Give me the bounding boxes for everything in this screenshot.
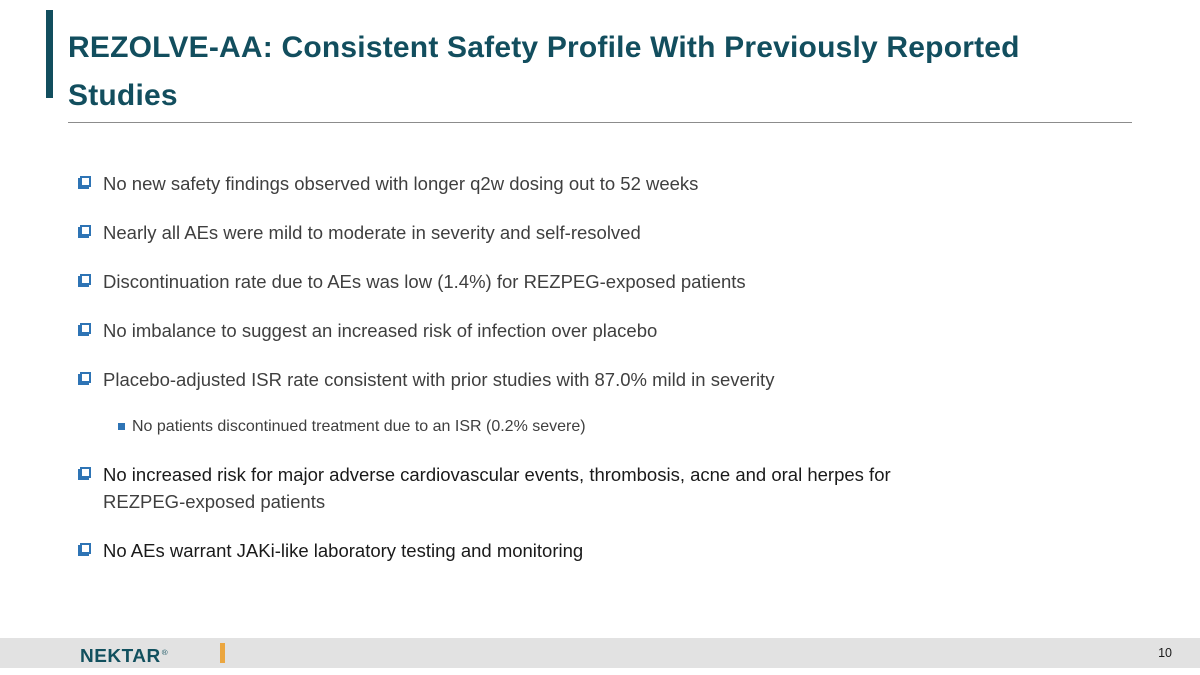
checkbox-bullet-icon: [80, 274, 91, 285]
nektar-logo-text: NEKTAR: [80, 646, 161, 667]
page-title: REZOLVE-AA: Consistent Safety Profile Wi…: [68, 24, 1138, 120]
footer-band: NEKTAR® 10: [0, 638, 1200, 668]
checkbox-bullet-icon: [80, 372, 91, 383]
bullet-text: No increased risk for major adverse card…: [103, 464, 891, 485]
page-number: 10: [1158, 646, 1172, 660]
bullet-item: No new safety findings observed with lon…: [78, 170, 1068, 197]
bullet-text: No patients discontinued treatment due t…: [132, 418, 586, 435]
bullet-text: No AEs warrant JAKi-like laboratory test…: [103, 540, 584, 561]
checkbox-bullet-icon: [80, 176, 91, 187]
checkbox-bullet-icon: [80, 543, 91, 554]
sub-bullet-item: No patients discontinued treatment due t…: [118, 415, 1068, 439]
bullet-item: Nearly all AEs were mild to moderate in …: [78, 219, 1068, 246]
bullet-item: No imbalance to suggest an increased ris…: [78, 317, 1068, 344]
checkbox-bullet-icon: [80, 323, 91, 334]
title-divider: [68, 122, 1132, 123]
bullet-item: Discontinuation rate due to AEs was low …: [78, 268, 1068, 295]
bullet-item: No increased risk for major adverse card…: [78, 461, 1068, 515]
checkbox-bullet-icon: [80, 225, 91, 236]
nektar-logo: NEKTAR®: [80, 644, 168, 667]
title-accent-bar: [46, 10, 53, 98]
footer-divider-bar: [220, 643, 225, 663]
bullet-text: No new safety findings observed with lon…: [103, 173, 699, 194]
page-title-line-1: REZOLVE-AA: Consistent Safety Profile Wi…: [68, 31, 1020, 64]
bullet-text: Nearly all AEs were mild to moderate in …: [103, 222, 641, 243]
bullet-text: Placebo-adjusted ISR rate consistent wit…: [103, 369, 775, 390]
bullet-item: Placebo-adjusted ISR rate consistent wit…: [78, 366, 1068, 393]
bullet-item: No AEs warrant JAKi-like laboratory test…: [78, 537, 1068, 564]
bullet-text: REZPEG-exposed patients: [103, 491, 326, 512]
registered-trademark-icon: ®: [161, 648, 169, 657]
bullet-text: Discontinuation rate due to AEs was low …: [103, 271, 746, 292]
checkbox-bullet-icon: [80, 467, 91, 478]
page-title-line-2: Studies: [68, 79, 178, 112]
square-bullet-icon: [118, 423, 125, 430]
bullet-list: No new safety findings observed with lon…: [78, 170, 1068, 586]
bullet-text: No imbalance to suggest an increased ris…: [103, 320, 658, 341]
